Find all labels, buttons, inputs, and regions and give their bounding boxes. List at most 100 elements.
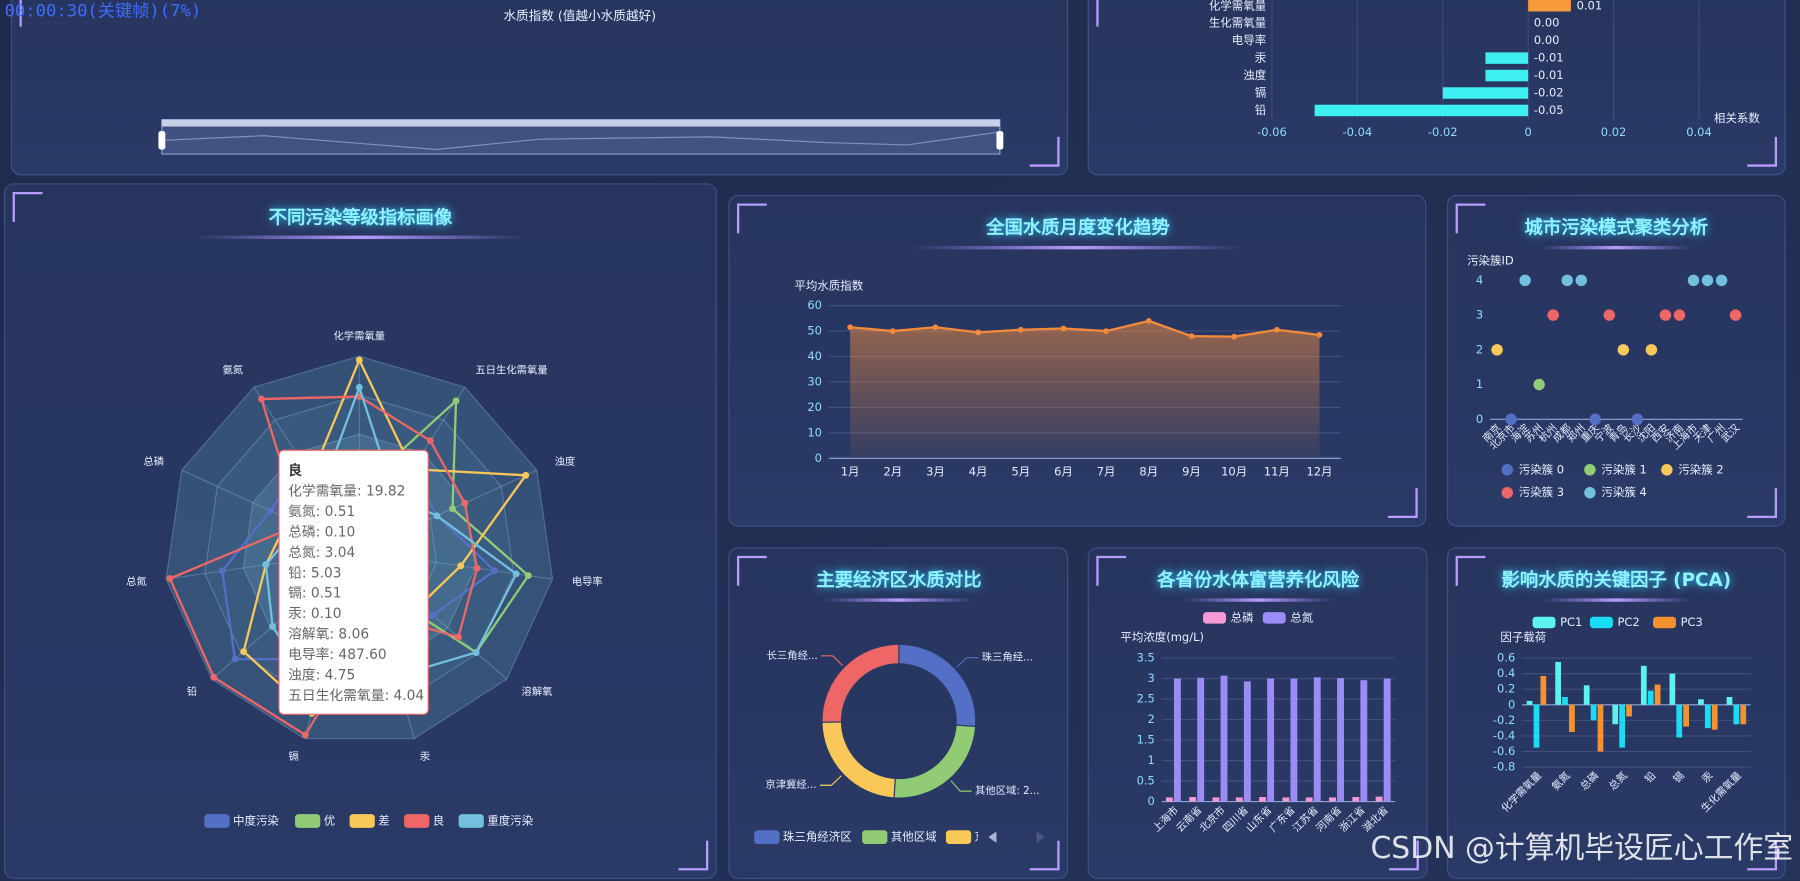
y-tick-label: -0.6 [1493, 744, 1515, 758]
y-tick-label: 2 [1148, 712, 1155, 726]
point [1715, 274, 1728, 287]
legend-prev[interactable] [988, 831, 997, 843]
bar [1337, 678, 1344, 802]
tooltip-line: 化学需氧量: 19.82 [288, 484, 405, 500]
legend-swatch [862, 830, 888, 845]
bar [1698, 699, 1704, 705]
point [1645, 344, 1658, 356]
pie-slice [821, 643, 900, 723]
y-axis-label: 平均水质指数 [794, 279, 863, 293]
point [301, 731, 309, 739]
point [1316, 332, 1323, 338]
corner-bracket [678, 840, 709, 871]
bar [1329, 797, 1336, 802]
point [457, 562, 465, 570]
point [1701, 274, 1714, 287]
slice-label: 京津冀经... [765, 778, 816, 791]
legend-label: 污染簇 2 [1678, 462, 1723, 476]
data-label: 0.00 [1534, 16, 1560, 30]
point [975, 329, 982, 336]
point [932, 324, 939, 331]
bar [1619, 704, 1626, 748]
legend-label: 优 [324, 814, 335, 828]
tooltip-line: 氨氮: 0.51 [288, 504, 355, 520]
bar [1569, 704, 1575, 733]
chart-title: 各省份水体富营养化风险 [1156, 569, 1360, 591]
panel [728, 547, 1069, 880]
indicator-label: 铅 [187, 685, 197, 698]
bar [1528, 0, 1571, 12]
datazoom-slider[interactable] [158, 119, 1004, 155]
indicator-label: 总氮 [126, 575, 147, 588]
bar [1612, 704, 1619, 725]
point [355, 383, 363, 391]
point [473, 564, 481, 572]
legend-swatch [204, 814, 230, 828]
legend-next[interactable] [1036, 831, 1045, 843]
area [850, 320, 1320, 459]
title-underline [824, 598, 974, 602]
legend-swatch [1501, 464, 1514, 476]
bar [1235, 797, 1243, 802]
tooltip-line: 五日生化需氧量: 4.04 [288, 688, 424, 704]
x-tick-label: 0 [1525, 125, 1532, 139]
corner-bracket [1747, 488, 1778, 518]
line [850, 319, 1320, 338]
point [1533, 378, 1545, 391]
tooltip-line: 总磷: 0.10 [288, 524, 355, 540]
title-underline [1541, 245, 1691, 250]
point [1017, 326, 1024, 333]
bar [1220, 675, 1228, 802]
label-line [821, 655, 843, 666]
corner-bracket [736, 203, 767, 234]
label-line [950, 780, 972, 792]
bar [1189, 797, 1197, 802]
x-tick-label: 7月 [1097, 465, 1116, 479]
bar [1590, 704, 1597, 721]
corner-bracket [1455, 203, 1486, 234]
tooltip-line: 总氮: 3.04 [288, 545, 355, 561]
data-label: 0.00 [1534, 33, 1560, 47]
bar [1243, 681, 1251, 802]
point [1231, 333, 1238, 340]
y-tick-label: 30 [807, 374, 822, 388]
title-underline [1183, 598, 1333, 602]
data-label: -0.02 [1534, 86, 1564, 100]
bar [1526, 700, 1533, 705]
indicator-label: 氨氮 [223, 364, 244, 377]
legend-label: 总氮 [1290, 610, 1313, 624]
point [1687, 274, 1700, 287]
legend-swatch [404, 814, 430, 828]
chart-title: 城市污染模式聚类分析 [1525, 217, 1709, 239]
legend-swatch [1203, 612, 1227, 624]
slice-label: 珠三角经... [982, 651, 1033, 664]
data-label: -0.01 [1534, 51, 1564, 65]
point [1547, 309, 1559, 321]
indicator-label: 溶解氧 [522, 685, 553, 698]
y-tick-label: 3 [1148, 671, 1155, 685]
x-tick-label: 2月 [883, 465, 902, 479]
x-tick-label: 0.04 [1686, 125, 1712, 139]
point [1188, 333, 1195, 340]
chart-title: 水质指数 (值越小水质越好) [503, 8, 656, 23]
x-tick-label: 1月 [841, 465, 860, 479]
y-tick-label: 10 [807, 425, 822, 439]
slider-handle[interactable] [158, 131, 166, 150]
slider-handle[interactable] [996, 131, 1004, 150]
x-tick-label: 10月 [1221, 465, 1247, 479]
bar [1485, 69, 1529, 82]
point [461, 499, 469, 507]
bar [1555, 661, 1562, 705]
watermark: CSDN @计算机毕设匠心工作室 [1370, 831, 1793, 866]
y-tick-label: 0.6 [1497, 651, 1515, 665]
bar [1740, 704, 1747, 725]
bar [1669, 673, 1676, 705]
tooltip-line: 浊度: 4.75 [288, 667, 355, 683]
legend-swatch [349, 814, 375, 828]
legend-label: 污染簇 3 [1519, 485, 1564, 499]
bar [1562, 696, 1568, 705]
video-overlay: 00:00:30(关键帧)(7%) [5, 2, 202, 22]
point [522, 471, 530, 479]
corner-bracket [19, 0, 22, 27]
